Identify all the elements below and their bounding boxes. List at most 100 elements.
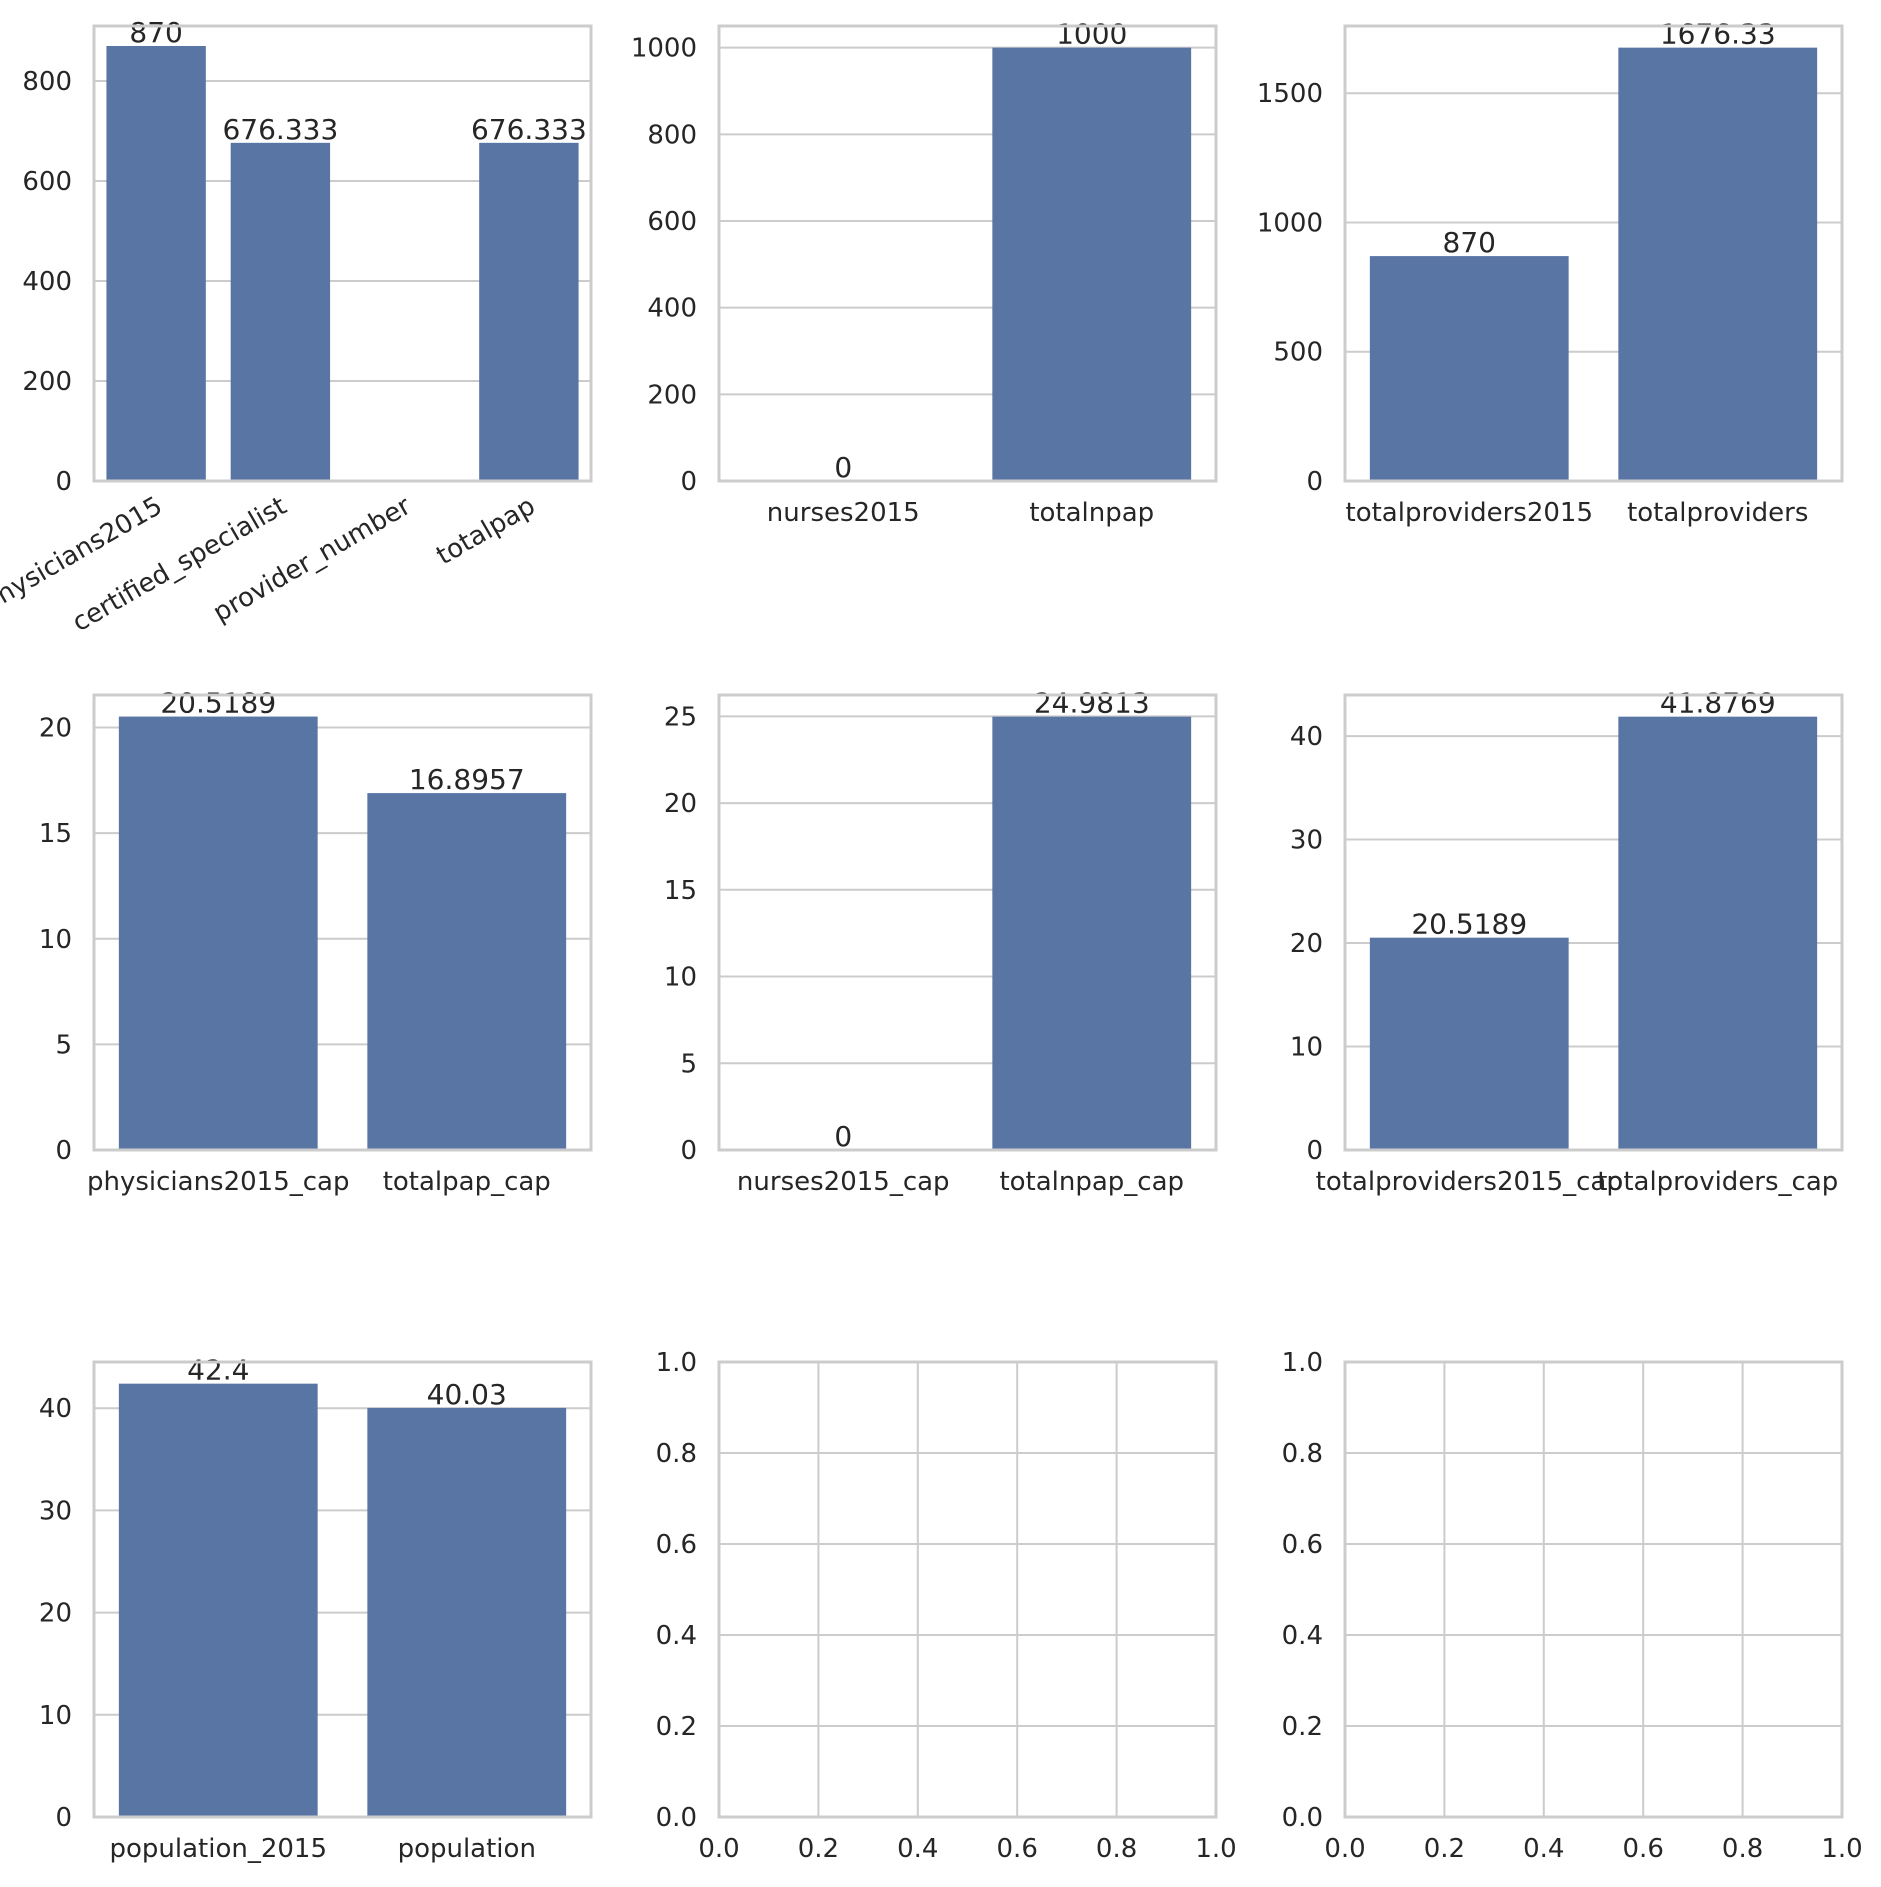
axes-frame: [1343, 693, 1844, 1152]
x-tick-label: 0.6: [997, 1834, 1038, 1864]
y-tick-label: 200: [647, 380, 697, 410]
y-tick-label: 0.2: [1282, 1712, 1323, 1742]
axes-frame: [92, 693, 593, 1152]
y-tick-label: 5: [55, 1030, 72, 1060]
y-tick-label: 0: [55, 467, 72, 497]
x-tick-label: 0.2: [1424, 1834, 1465, 1864]
axes-frame: [92, 1360, 593, 1819]
y-tick-label: 20: [1290, 929, 1323, 959]
subplot-7: 0 10 20 30 40 42.4 population_2015 40.03 populat…: [39, 1354, 593, 1864]
x-category-label: totalpap: [431, 491, 540, 571]
bar: [1618, 716, 1818, 1150]
y-tick-label: 15: [39, 819, 72, 849]
y-tick-label: 40: [39, 1394, 72, 1424]
bar-value-label: 20.5189: [1411, 908, 1527, 941]
y-tick-label: 0: [1306, 467, 1323, 497]
x-tick-label: 0.8: [1096, 1834, 1137, 1864]
bar-value-label: 676.333: [471, 113, 587, 146]
x-category-label: physicians2015_cap: [87, 1167, 350, 1197]
axes-frame: [92, 24, 593, 483]
y-tick-label: 1000: [631, 34, 697, 64]
y-tick-label: 0: [1306, 1136, 1323, 1166]
y-tick-label: 30: [39, 1496, 72, 1526]
x-category-label: totalnpap_cap: [999, 1167, 1184, 1197]
y-tick-label: 10: [39, 1701, 72, 1731]
y-tick-label: 800: [647, 120, 697, 150]
subplot-4: 0 5 10 15 20 20.5189 physicians2015_cap 16.8957…: [39, 687, 593, 1197]
y-tick-label: 400: [22, 267, 72, 297]
x-category-label: certified_specialist: [67, 491, 292, 638]
bar-value-label: 676.333: [222, 113, 338, 146]
bar-value-label: 1676.33: [1660, 18, 1776, 51]
subplot-1: 0200400600800870physicians2015676.333cer…: [0, 16, 593, 638]
subplot-3: 0 500 1000 1500 870 totalproviders2015 1676.33…: [1257, 18, 1844, 528]
bar-value-label: 40.03: [427, 1378, 507, 1411]
bar: [367, 1407, 567, 1817]
subplot-6: 0 10 20 30 40 20.5189 totalproviders2015_cap 41…: [1290, 687, 1844, 1197]
x-category-label: totalproviders2015: [1346, 498, 1594, 528]
axes-frame: [717, 24, 1218, 483]
y-tick-label: 30: [1290, 826, 1323, 856]
y-tick-label: 0: [55, 1803, 72, 1833]
y-tick-label: 0: [680, 467, 697, 497]
x-category-label: provider_number: [208, 491, 416, 629]
y-tick-label: 0.8: [1282, 1439, 1323, 1469]
x-tick-label: 0.2: [798, 1834, 839, 1864]
x-tick-label: 0.6: [1623, 1834, 1664, 1864]
y-tick-label: 10: [664, 963, 697, 993]
x-tick-label: 0.4: [1523, 1834, 1564, 1864]
y-tick-label: 0: [680, 1136, 697, 1166]
y-tick-label: 20: [39, 714, 72, 744]
y-tick-label: 1.0: [1282, 1348, 1323, 1378]
bar-value-label: 41.8769: [1660, 687, 1776, 720]
x-category-label: totalproviders: [1627, 498, 1808, 528]
y-tick-label: 500: [1273, 338, 1323, 368]
x-tick-label: 1.0: [1821, 1834, 1862, 1864]
subplot-9: 0.0 0.2 0.4 0.6 0.8 1.0 0.0 0.2 0.4 0.6 0.8 1.0: [1282, 1348, 1863, 1864]
y-tick-label: 15: [664, 876, 697, 906]
y-tick-label: 20: [39, 1599, 72, 1629]
bar: [992, 716, 1192, 1150]
bar: [1618, 47, 1818, 482]
y-tick-label: 0.2: [656, 1712, 697, 1742]
y-tick-label: 0.4: [1282, 1621, 1323, 1651]
y-tick-label: 40: [1290, 722, 1323, 752]
bar: [992, 47, 1192, 482]
x-category-label: nurses2015: [767, 498, 920, 528]
bar: [118, 1383, 318, 1817]
x-category-label: totalproviders2015_cap: [1316, 1167, 1623, 1197]
x-category-label: population_2015: [109, 1834, 327, 1864]
bar-value-label: 0: [834, 451, 852, 484]
y-tick-label: 200: [22, 367, 72, 397]
y-tick-label: 20: [664, 789, 697, 819]
bar: [230, 142, 331, 481]
y-tick-label: 600: [647, 207, 697, 237]
y-tick-label: 10: [39, 925, 72, 955]
subplot-5: 0 5 10 15 20 25 0 nurses2015_cap 24.9813 totalnpa…: [664, 687, 1218, 1197]
bar-value-label: 870: [1443, 226, 1496, 259]
axes-frame: [1343, 24, 1844, 483]
y-tick-label: 1000: [1257, 208, 1323, 238]
x-tick-label: 0.0: [698, 1834, 739, 1864]
y-tick-label: 0.8: [656, 1439, 697, 1469]
bar: [1369, 937, 1569, 1150]
x-category-label: population: [398, 1834, 536, 1864]
x-category-label: totalnpap: [1029, 498, 1154, 528]
bar-value-label: 0: [834, 1120, 852, 1153]
bar: [479, 142, 579, 481]
x-tick-label: 0.8: [1722, 1834, 1763, 1864]
y-tick-label: 1.0: [656, 1348, 697, 1378]
y-tick-label: 600: [22, 167, 72, 197]
subplot-8: 0.0 0.2 0.4 0.6 0.8 1.0 0.0 0.2 0.4 0.6 0.8 1.0: [656, 1348, 1237, 1864]
x-tick-label: 0.0: [1324, 1834, 1365, 1864]
bar-value-label: 20.5189: [160, 687, 276, 720]
x-category-label: totalproviders_cap: [1597, 1167, 1838, 1197]
y-tick-label: 5: [680, 1049, 697, 1079]
bar: [367, 793, 567, 1150]
bar-value-label: 870: [129, 16, 182, 49]
bar-value-label: 42.4: [187, 1354, 249, 1387]
x-tick-label: 1.0: [1195, 1834, 1236, 1864]
y-tick-label: 0.0: [1282, 1803, 1323, 1833]
bar: [1369, 256, 1569, 481]
